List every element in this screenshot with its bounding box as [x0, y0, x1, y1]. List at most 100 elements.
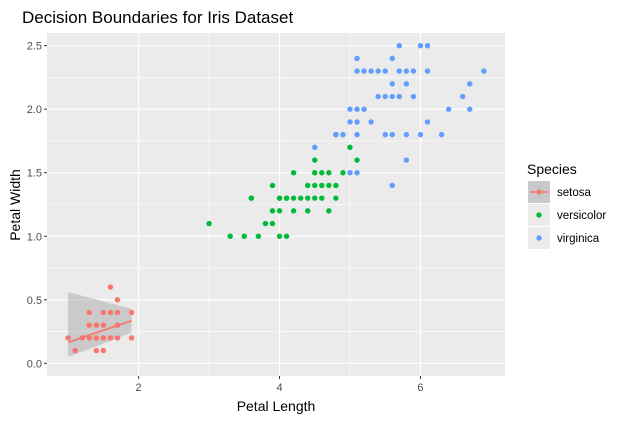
point-versicolor — [227, 233, 233, 239]
point-versicolor — [312, 157, 318, 163]
legend-title: Species — [527, 161, 577, 177]
point-virginica — [410, 68, 417, 74]
point-virginica — [361, 106, 367, 112]
x-tick-label: 4 — [276, 382, 282, 394]
point-virginica — [438, 131, 445, 138]
point-virginica — [467, 106, 473, 112]
point-virginica — [481, 68, 487, 74]
point-setosa — [86, 335, 92, 341]
point-versicolor — [340, 170, 346, 176]
point-setosa — [128, 309, 135, 316]
point-versicolor — [276, 208, 283, 214]
point-virginica — [403, 81, 410, 87]
point-versicolor — [283, 195, 290, 201]
point-virginica — [410, 93, 417, 100]
point-versicolor — [283, 233, 290, 239]
point-versicolor — [276, 195, 283, 201]
legend-label-versicolor: versicolor — [557, 210, 606, 222]
legend-label-virginica: virginica — [557, 233, 600, 245]
point-setosa — [128, 335, 135, 341]
point-virginica — [467, 81, 473, 87]
point-versicolor — [312, 170, 318, 176]
point-setosa — [79, 335, 85, 341]
point-versicolor — [305, 208, 311, 214]
point-setosa — [100, 347, 107, 354]
point-virginica — [445, 106, 452, 112]
point-virginica — [382, 131, 388, 138]
point-virginica — [347, 119, 353, 125]
point-versicolor — [305, 182, 311, 189]
y-tick-label: 1.5 — [27, 168, 42, 180]
grid-lines — [47, 33, 505, 376]
point-setosa — [86, 322, 92, 328]
point-versicolor — [326, 208, 332, 214]
fit-line-setosa — [67, 319, 132, 344]
point-setosa — [100, 309, 107, 316]
point-versicolor — [206, 220, 212, 227]
point-setosa — [93, 335, 100, 341]
point-versicolor — [319, 195, 325, 201]
x-tick-label: 6 — [417, 382, 423, 394]
point-setosa — [86, 309, 92, 316]
point-setosa — [93, 322, 100, 328]
legend: setosa versicolor virginica — [528, 181, 606, 249]
point-virginica — [347, 106, 353, 112]
point-versicolor — [305, 195, 311, 201]
point-versicolor — [269, 182, 276, 189]
data-points — [65, 43, 487, 354]
point-versicolor — [326, 170, 332, 176]
point-setosa — [114, 322, 121, 328]
point-setosa — [107, 284, 114, 290]
point-virginica — [396, 68, 403, 74]
point-versicolor — [312, 195, 318, 201]
point-virginica — [396, 43, 403, 49]
y-tick-label: 2.0 — [27, 104, 42, 116]
point-virginica — [312, 144, 318, 151]
x-axis-title: Petal Length — [237, 398, 316, 414]
point-versicolor — [241, 233, 247, 239]
point-virginica — [460, 93, 466, 100]
point-virginica — [354, 131, 360, 138]
point-versicolor — [269, 208, 276, 214]
legend-dot-versicolor — [536, 212, 542, 218]
chart-title: Decision Boundaries for Iris Dataset — [22, 8, 293, 27]
point-setosa — [65, 335, 71, 341]
point-versicolor — [319, 182, 325, 189]
point-setosa — [114, 335, 121, 341]
point-virginica — [340, 131, 346, 138]
point-versicolor — [290, 208, 297, 214]
point-virginica — [333, 131, 339, 138]
point-virginica — [382, 68, 388, 74]
point-virginica — [403, 68, 410, 74]
point-virginica — [424, 119, 431, 125]
point-virginica — [354, 170, 360, 176]
point-virginica — [354, 55, 360, 62]
y-tick-label: 2.5 — [27, 41, 42, 53]
point-versicolor — [290, 195, 297, 201]
point-setosa — [100, 322, 107, 328]
point-virginica — [417, 131, 424, 138]
point-versicolor — [248, 195, 255, 201]
fit-line — [67, 319, 132, 344]
point-versicolor — [312, 182, 318, 189]
point-versicolor — [297, 195, 304, 201]
point-setosa — [114, 309, 121, 316]
point-virginica — [389, 182, 395, 189]
point-virginica — [403, 157, 410, 163]
point-virginica — [403, 131, 410, 138]
point-versicolor — [354, 157, 360, 163]
point-versicolor — [347, 144, 353, 151]
point-virginica — [396, 93, 403, 100]
point-virginica — [354, 106, 360, 112]
y-tick-label: 0.5 — [27, 295, 42, 307]
point-virginica — [361, 68, 367, 74]
point-virginica — [375, 68, 381, 74]
point-virginica — [354, 119, 360, 125]
point-virginica — [347, 170, 353, 176]
y-tick-label: 1.0 — [27, 231, 42, 243]
y-tick-label: 0.0 — [27, 358, 42, 370]
legend-label-setosa: setosa — [557, 187, 591, 199]
point-setosa — [93, 347, 100, 354]
point-virginica — [424, 43, 431, 49]
